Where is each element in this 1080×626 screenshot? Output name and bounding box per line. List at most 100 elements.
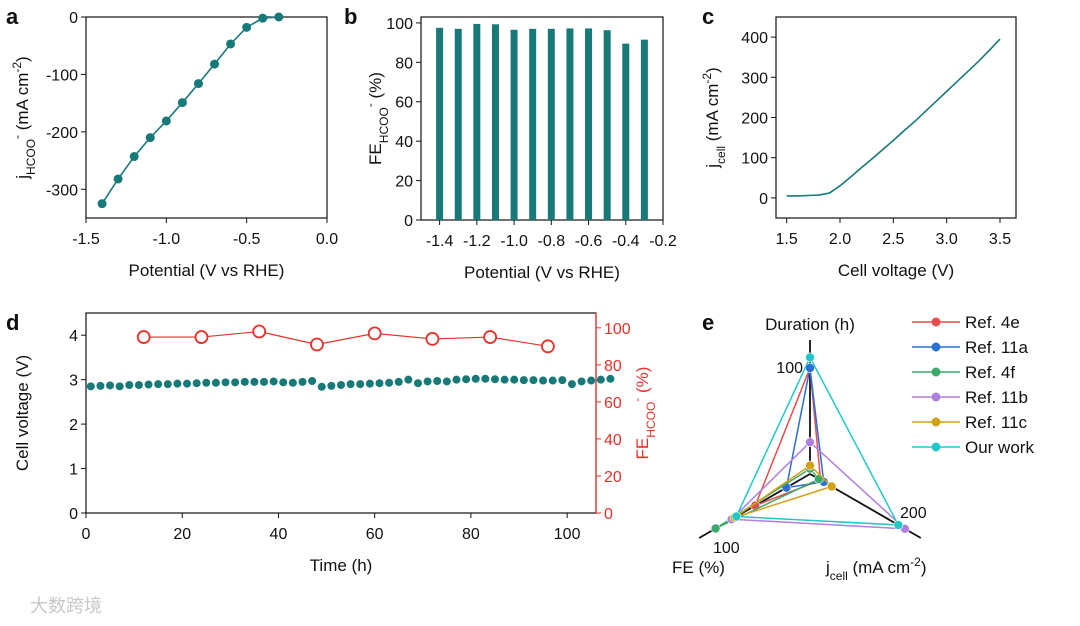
voltage-point bbox=[211, 378, 220, 387]
radar-point bbox=[710, 523, 721, 534]
label-part: - bbox=[630, 398, 644, 402]
fe-point bbox=[367, 326, 382, 341]
radar-point bbox=[731, 511, 742, 522]
panel-c: 1.5 2.0 2.5 3.0 3.5 0 100 200 300 400 Cell voltage… bbox=[700, 16, 1017, 280]
voltage-point bbox=[500, 375, 509, 384]
data-point bbox=[177, 98, 187, 108]
label-part: Time (h) bbox=[310, 556, 373, 575]
voltage-point bbox=[423, 377, 432, 386]
y-tick-label: 100 bbox=[386, 16, 413, 33]
label-part: (%) bbox=[366, 72, 385, 103]
y-tick-label: 0 bbox=[69, 506, 78, 523]
voltage-point bbox=[154, 380, 163, 389]
series-line bbox=[786, 38, 1001, 197]
voltage-point bbox=[394, 377, 403, 386]
fe-point bbox=[136, 330, 151, 344]
voltage-point bbox=[490, 375, 499, 384]
fe-point bbox=[252, 324, 267, 339]
voltage-point bbox=[606, 374, 615, 383]
y-tick-label: -300 bbox=[46, 182, 78, 199]
bar bbox=[640, 39, 648, 221]
x-tick-label: 80 bbox=[462, 526, 480, 543]
label-part: Potential (V vs RHE) bbox=[464, 263, 620, 282]
right-y-tick-label: 40 bbox=[604, 432, 622, 449]
label-part: - bbox=[10, 135, 24, 139]
voltage-point bbox=[548, 376, 557, 385]
panel-label-a: a bbox=[6, 4, 19, 29]
right-y-axis-label: FEHCOO- (%) bbox=[630, 367, 658, 460]
plot-frame bbox=[85, 16, 328, 219]
right-y-tick-label: 60 bbox=[604, 395, 622, 412]
y-tick-label: 80 bbox=[395, 55, 413, 72]
x-tick-label: 20 bbox=[173, 526, 191, 543]
x-axis-label: Potential (V vs RHE) bbox=[464, 263, 620, 282]
bar bbox=[454, 28, 462, 221]
y-tick-label: 1 bbox=[69, 462, 78, 479]
y-axis-label: jHCOO- (mA cm-2) bbox=[10, 56, 38, 179]
label-part: j bbox=[703, 164, 722, 169]
label-part: ) bbox=[921, 558, 927, 577]
data-point bbox=[210, 59, 220, 69]
bar bbox=[622, 43, 630, 220]
right-y-tick-label: 80 bbox=[604, 358, 622, 375]
panel-label-d: d bbox=[6, 310, 19, 335]
label-part: (mA cm bbox=[703, 84, 722, 146]
y-tick-label: 3 bbox=[69, 373, 78, 390]
label-part: HCOO bbox=[644, 402, 658, 438]
y-tick-label: 400 bbox=[741, 30, 768, 47]
label-part: -2 bbox=[910, 555, 921, 569]
data-point bbox=[161, 116, 171, 126]
voltage-point bbox=[173, 379, 182, 388]
fe-point bbox=[425, 332, 440, 346]
radar-tick-fe: 100 bbox=[713, 540, 740, 557]
y-tick-label: 200 bbox=[741, 111, 768, 128]
voltage-point bbox=[96, 381, 105, 390]
x-tick-label: -1.0 bbox=[153, 231, 181, 248]
voltage-point bbox=[356, 380, 365, 389]
voltage-point bbox=[240, 377, 249, 386]
panel-e: Duration (h) 100 100 200 FE (%) jcell (mA cm-… bbox=[672, 313, 1034, 583]
series-line bbox=[101, 16, 279, 205]
legend-marker bbox=[931, 417, 941, 427]
voltage-point bbox=[346, 380, 355, 389]
voltage-point bbox=[375, 379, 384, 388]
voltage-point bbox=[86, 382, 95, 391]
panel-label-b: b bbox=[344, 4, 357, 29]
x-tick-label: -1.2 bbox=[463, 233, 491, 250]
x-tick-label: 40 bbox=[270, 526, 288, 543]
voltage-point bbox=[587, 376, 596, 385]
voltage-point bbox=[327, 381, 336, 390]
radar-series-polygon bbox=[785, 367, 825, 489]
voltage-point bbox=[134, 381, 143, 389]
label-part: ) bbox=[703, 67, 722, 73]
x-tick-label: 0 bbox=[82, 526, 91, 543]
x-tick-label: -1.4 bbox=[426, 233, 454, 250]
radar-series-polygon bbox=[729, 441, 908, 530]
panel-a: -1.5 -1.0 -0.5 0.0 -300 -200 -100 0 Potential (V… bbox=[10, 10, 338, 280]
voltage-point bbox=[308, 377, 317, 385]
y-tick-label: 60 bbox=[395, 95, 413, 112]
bar bbox=[566, 28, 574, 221]
voltage-point bbox=[365, 379, 374, 388]
x-tick-label: -1.5 bbox=[72, 231, 100, 248]
x-tick-label: -0.2 bbox=[649, 233, 677, 250]
legend-label: Ref. 11c bbox=[965, 413, 1028, 432]
label-part: cell bbox=[830, 569, 848, 583]
fe-point bbox=[540, 339, 555, 354]
y-tick-label: 20 bbox=[395, 174, 413, 191]
voltage-point bbox=[413, 379, 422, 388]
x-tick-label: -1.0 bbox=[500, 233, 528, 250]
voltage-point bbox=[539, 376, 548, 385]
radar-tick-duration: 100 bbox=[776, 360, 803, 377]
panel-d: 0 20 40 60 80 100 0 1 2 3 4 Time (h) Cell voltage (V… bbox=[13, 312, 658, 575]
x-axis-label: Cell voltage (V) bbox=[838, 261, 954, 280]
data-point bbox=[193, 79, 203, 89]
x-tick-label: -0.5 bbox=[233, 231, 261, 248]
legend-marker bbox=[931, 317, 941, 327]
voltage-point bbox=[481, 374, 490, 383]
radar-series-polygon bbox=[753, 367, 822, 507]
voltage-point bbox=[317, 382, 326, 391]
data-point bbox=[274, 12, 284, 22]
voltage-point bbox=[452, 375, 461, 384]
